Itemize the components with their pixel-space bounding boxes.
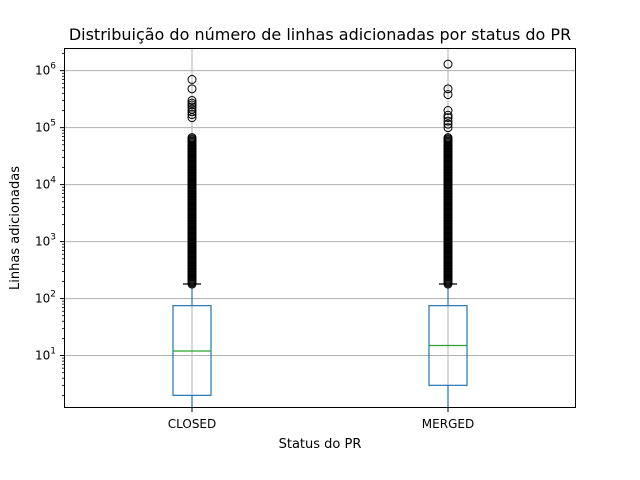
outlier-point: [187, 107, 197, 117]
outlier-point: [187, 133, 197, 143]
y-axis: 101 102 103 104 105 106: [35, 53, 64, 396]
outlier-point: [443, 116, 453, 126]
outlier-point: [443, 105, 453, 115]
x-tick-label: MERGED: [422, 417, 474, 431]
y-tick-label: 101: [35, 347, 56, 363]
outlier-point: [443, 119, 453, 129]
outlier-point: [187, 102, 197, 112]
plot-frame: [64, 48, 576, 408]
outlier-point: [443, 133, 453, 143]
x-axis: CLOSED MERGED: [168, 408, 474, 431]
plot-area: [172, 59, 468, 408]
x-tick-label: CLOSED: [168, 417, 217, 431]
outlier-point: [187, 95, 197, 105]
chart-title: Distribuição do número de linhas adicion…: [69, 25, 571, 44]
outlier-point: [443, 84, 453, 94]
y-tick-label: 106: [35, 62, 56, 78]
outlier-point: [443, 123, 453, 133]
y-tick-label: 104: [35, 176, 56, 192]
x-axis-label: Status do PR: [279, 437, 362, 452]
outlier-point: [443, 59, 453, 69]
y-tick-label: 102: [35, 290, 56, 306]
y-tick-label: 103: [35, 233, 56, 249]
y-axis-label: Linhas adicionadas: [8, 166, 23, 290]
outlier-point: [187, 100, 197, 110]
outlier-point: [443, 90, 453, 100]
outlier-point: [443, 110, 453, 120]
outlier-point: [187, 74, 197, 84]
outlier-point: [187, 110, 197, 120]
outlier-point: [443, 113, 453, 123]
y-tick-label: 105: [35, 119, 56, 135]
box-merged: [428, 59, 468, 408]
outlier-point: [187, 113, 197, 123]
box-closed: [172, 74, 212, 408]
outlier-point: [187, 84, 197, 94]
grid: [64, 48, 576, 408]
